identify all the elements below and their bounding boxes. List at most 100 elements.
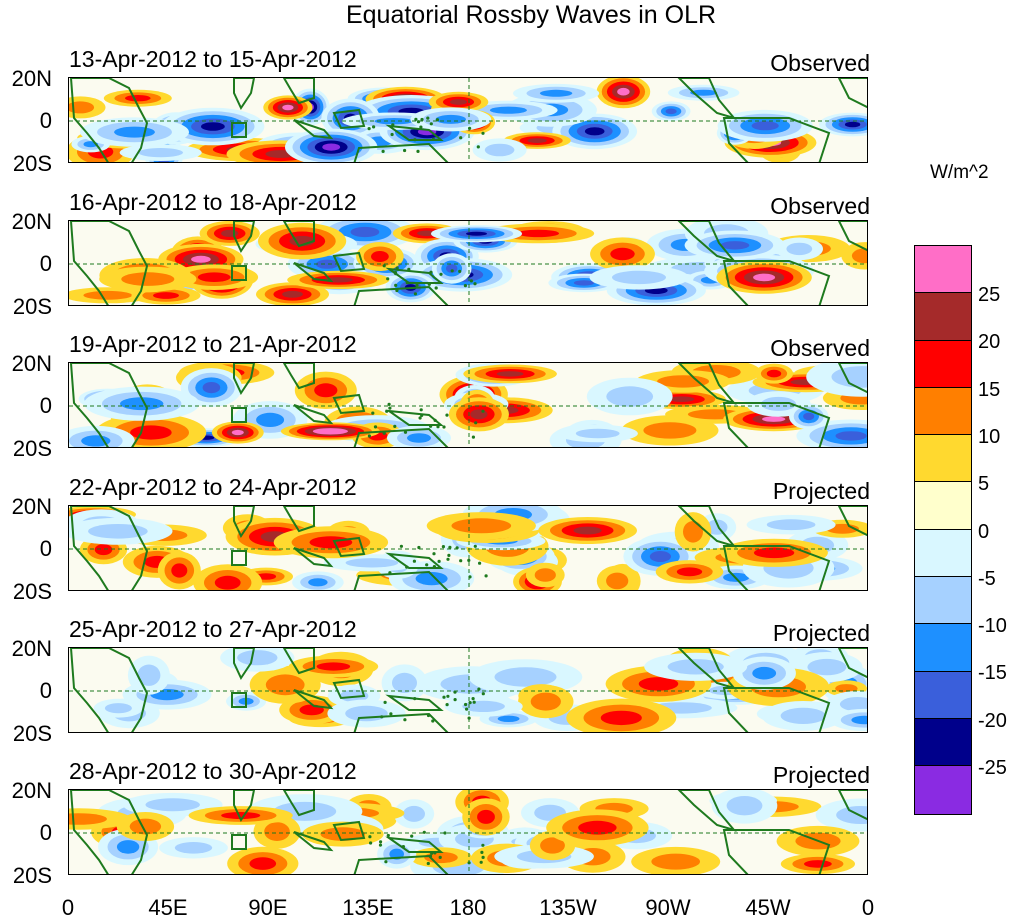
positive-anomaly — [683, 521, 703, 543]
island — [431, 137, 435, 141]
island — [473, 544, 477, 548]
positive-anomaly — [766, 369, 782, 378]
colorbar-tick-label: 15 — [978, 378, 1001, 401]
panel-date-range: 13-Apr-2012 to 15-Apr-2012 — [69, 46, 357, 72]
island — [433, 851, 437, 855]
coastline — [282, 363, 315, 390]
island — [419, 408, 423, 412]
panel-status-label: Observed — [770, 335, 870, 361]
positive-anomaly — [171, 563, 188, 578]
negative-anomaly — [116, 840, 140, 854]
island — [403, 718, 407, 722]
island — [481, 409, 485, 413]
positive-anomaly — [496, 371, 524, 377]
negative-anomaly — [573, 280, 595, 286]
island — [382, 264, 386, 268]
positive-anomaly — [129, 818, 162, 835]
positive-anomaly — [191, 255, 211, 263]
island — [478, 561, 482, 565]
coastline — [69, 648, 149, 732]
negative-anomaly — [835, 431, 867, 441]
island — [473, 282, 477, 286]
negative-anomaly — [345, 558, 399, 568]
coastline — [353, 427, 449, 447]
coastline — [293, 689, 334, 710]
island — [439, 272, 443, 276]
positive-anomaly — [762, 416, 786, 422]
island — [471, 435, 475, 439]
colorbar-units: W/m^2 — [930, 162, 989, 183]
negative-anomaly — [435, 114, 466, 124]
panel-status-label: Observed — [770, 193, 870, 219]
coastline — [282, 78, 315, 105]
negative-anomaly — [104, 703, 132, 714]
colorbar-segment — [915, 482, 971, 530]
island — [393, 424, 397, 428]
positive-anomaly — [638, 677, 679, 691]
island — [390, 132, 394, 137]
island — [373, 425, 378, 429]
coastline — [233, 221, 256, 254]
island — [432, 552, 436, 556]
negative-anomaly — [851, 715, 867, 725]
positive-anomaly — [125, 95, 151, 102]
island — [386, 833, 390, 838]
positive-anomaly — [371, 251, 389, 262]
coastline — [69, 506, 149, 590]
coastline — [837, 78, 867, 109]
positive-anomaly — [534, 568, 556, 582]
colorbar-segment — [915, 246, 971, 294]
island — [445, 413, 449, 417]
negative-anomaly — [584, 127, 605, 136]
coastline — [282, 790, 315, 817]
coastline — [837, 221, 867, 252]
island — [420, 117, 424, 122]
colorbar-tick-label: -15 — [978, 662, 1007, 685]
positive-anomaly — [477, 809, 495, 824]
negative-anomaly — [844, 121, 861, 128]
negative-anomaly — [237, 650, 278, 666]
olr-anomaly-map — [68, 647, 868, 733]
reference-box — [231, 407, 247, 423]
panel-date-range: 16-Apr-2012 to 18-Apr-2012 — [69, 189, 357, 215]
coastline — [353, 285, 449, 305]
y-tick-label: 20S — [12, 863, 52, 888]
positive-anomaly — [651, 853, 700, 870]
island — [378, 843, 383, 847]
island — [394, 283, 398, 287]
y-tick-label: 0 — [39, 393, 52, 418]
positive-anomaly — [69, 101, 95, 114]
coastline — [837, 363, 867, 394]
island — [479, 860, 483, 864]
positive-anomaly — [231, 429, 244, 436]
island — [458, 269, 462, 273]
negative-anomaly — [350, 226, 380, 238]
island — [410, 834, 414, 838]
x-tick-label: 0 — [861, 895, 875, 920]
negative-anomaly — [345, 705, 388, 722]
island — [426, 116, 430, 120]
coastline — [293, 547, 334, 568]
map-field — [69, 506, 867, 590]
negative-anomaly — [174, 842, 213, 854]
island — [383, 700, 387, 704]
y-tick-label: 20N — [11, 209, 52, 234]
island — [481, 131, 485, 135]
island — [387, 402, 391, 406]
island — [425, 563, 429, 567]
positive-anomaly — [606, 572, 629, 590]
island — [484, 574, 488, 578]
island — [481, 843, 485, 847]
negative-anomaly — [138, 148, 183, 158]
island — [469, 279, 473, 283]
panel-date-range: 19-Apr-2012 to 21-Apr-2012 — [69, 331, 357, 357]
positive-anomaly — [282, 290, 303, 298]
negative-anomaly — [202, 382, 221, 394]
colorbar-tick-label: 20 — [978, 331, 1001, 354]
island — [395, 266, 399, 270]
y-tick-label: 20S — [12, 294, 52, 319]
negative-anomaly — [407, 433, 431, 443]
island — [381, 149, 385, 153]
negative-anomaly — [137, 664, 161, 686]
negative-anomaly — [667, 659, 724, 675]
